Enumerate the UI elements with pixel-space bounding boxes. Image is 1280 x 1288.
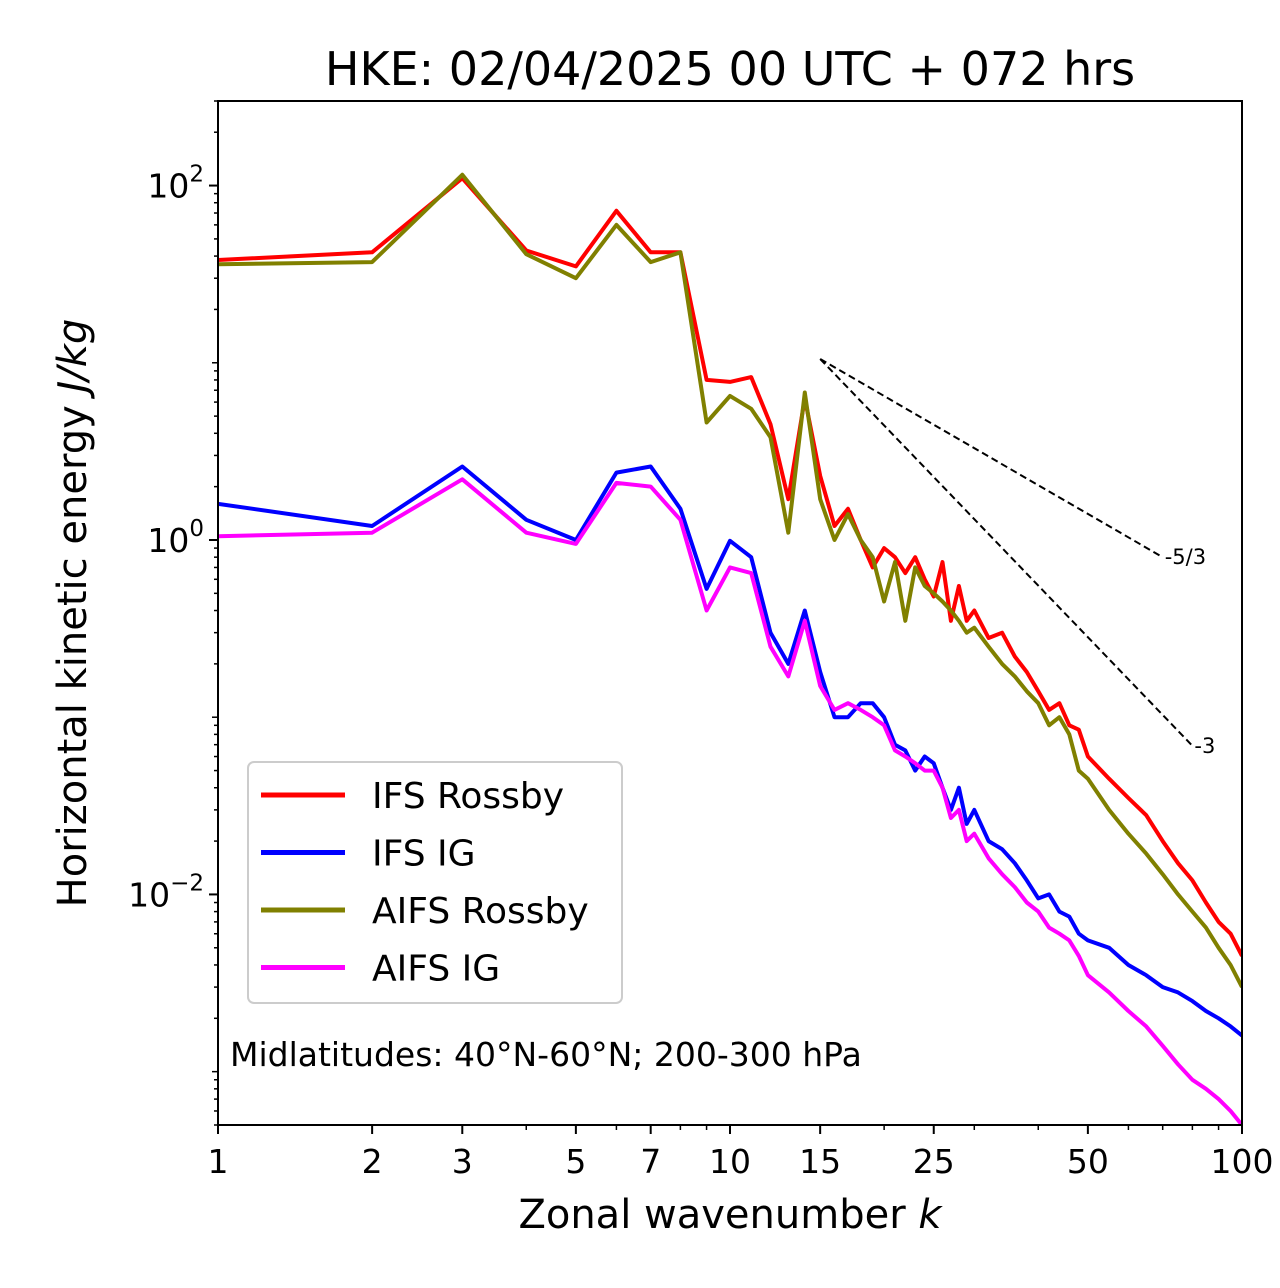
x-axis-label-text: Zonal wavenumber [518, 1192, 906, 1238]
x-tick-label: 25 [913, 1142, 955, 1181]
x-tick-label: 5 [565, 1142, 586, 1181]
legend-box [247, 761, 623, 1004]
plot-area [218, 172, 1242, 1125]
y-tick-label: 10−2 [128, 870, 204, 914]
reference-slope-label: -3 [1194, 734, 1215, 758]
series-line [218, 172, 1242, 989]
legend-label: AIFS Rossby [372, 891, 589, 932]
reference-slope-line [819, 358, 1194, 747]
series-line [218, 477, 1242, 1125]
legend: IFS Rossby IFS IG AIFS Rossby AIFS IG [247, 761, 623, 1004]
x-tick-label: 3 [452, 1142, 473, 1181]
reference-slope-label: -5/3 [1165, 545, 1206, 569]
x-tick-label: 50 [1067, 1142, 1109, 1181]
legend-label: IFS Rossby [372, 776, 564, 817]
chart-title: HKE: 02/04/2025 00 UTC + 072 hrs [325, 42, 1135, 96]
y-axis-label-unit: J/kg [50, 319, 96, 400]
y-axis-label: Horizontal kinetic energy J/kg [50, 319, 96, 908]
legend-label: AIFS IG [372, 949, 500, 990]
x-axis-label-var: k [918, 1192, 943, 1238]
y-tick-label: 100 [147, 516, 204, 560]
y-tick-label: 102 [147, 162, 204, 206]
x-tick-label: 7 [640, 1142, 661, 1181]
legend-label: IFS IG [372, 834, 476, 875]
region-annotation: Midlatitudes: 40°N-60°N; 200-300 hPa [230, 1035, 862, 1074]
x-tick-label: 100 [1211, 1142, 1274, 1181]
y-axis: 102 100 10−2 [128, 100, 218, 1126]
x-tick-label: 2 [362, 1142, 383, 1181]
x-axis: 1 2 3 5 7 10 15 25 50 100 [208, 1125, 1274, 1181]
y-axis-label-text: Horizontal kinetic energy [50, 405, 96, 907]
x-tick-label: 15 [799, 1142, 841, 1181]
x-tick-label: 1 [208, 1142, 229, 1181]
reference-slope-line [819, 358, 1164, 559]
series-line [218, 176, 1242, 957]
x-axis-label: Zonal wavenumber k [518, 1192, 943, 1238]
x-tick-label: 10 [709, 1142, 751, 1181]
